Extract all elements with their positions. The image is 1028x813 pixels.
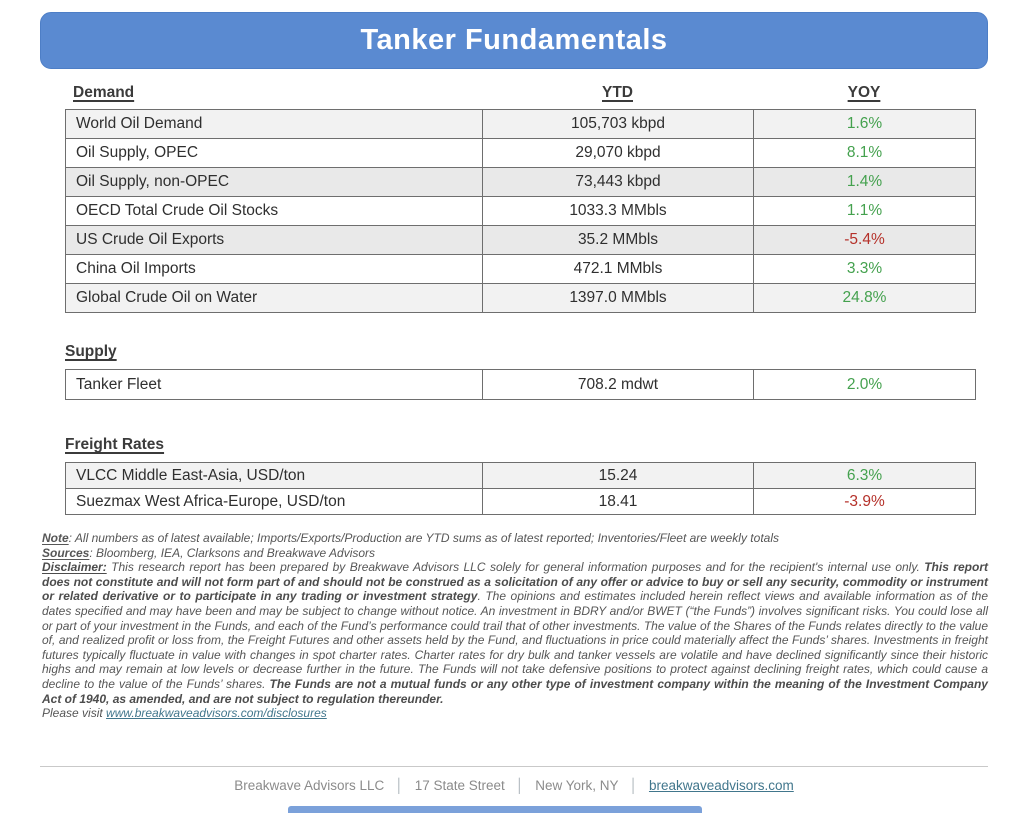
freight-section-label: Freight Rates bbox=[65, 436, 165, 453]
metric-ytd: 1033.3 MMbls bbox=[482, 196, 754, 226]
metric-name: Global Crude Oil on Water bbox=[65, 283, 483, 313]
table-row: OECD Total Crude Oil Stocks 1033.3 MMbls… bbox=[65, 196, 976, 226]
demand-header-row: Demand YTD YOY bbox=[65, 84, 975, 102]
footer: Breakwave Advisors LLC │ 17 State Street │ N… bbox=[0, 778, 1028, 793]
metric-yoy: 1.6% bbox=[753, 109, 976, 139]
note-text: : All numbers as of latest available; Im… bbox=[68, 531, 779, 545]
disclaimer-bold-2: The Funds are not a mutual funds or any … bbox=[42, 676, 988, 706]
footer-divider bbox=[40, 766, 988, 767]
table-row: China Oil Imports 472.1 MMbls 3.3% bbox=[65, 254, 976, 284]
metric-name: China Oil Imports bbox=[65, 254, 483, 284]
metric-ytd: 29,070 kbpd bbox=[482, 138, 754, 168]
footer-separator: │ bbox=[629, 778, 638, 793]
freight-table: VLCC Middle East-Asia, USD/ton 15.24 6.3… bbox=[65, 462, 976, 515]
metric-yoy: -5.4% bbox=[753, 225, 976, 255]
footer-separator: │ bbox=[395, 778, 404, 793]
metric-name: Suezmax West Africa-Europe, USD/ton bbox=[65, 488, 483, 515]
disclaimer-text-2: . The opinions and estimates included he… bbox=[42, 589, 988, 691]
metric-ytd: 35.2 MMbls bbox=[482, 225, 754, 255]
table-row: VLCC Middle East-Asia, USD/ton 15.24 6.3… bbox=[65, 462, 976, 489]
sources-line: Sources: Bloomberg, IEA, Clarksons and B… bbox=[42, 546, 988, 561]
table-row: World Oil Demand 105,703 kbpd 1.6% bbox=[65, 109, 976, 139]
disclaimer-paragraph: Disclaimer: This research report has bee… bbox=[42, 560, 988, 706]
note-line: Note: All numbers as of latest available… bbox=[42, 531, 988, 546]
table-row: Oil Supply, non-OPEC 73,443 kbpd 1.4% bbox=[65, 167, 976, 197]
disclaimer-text-1: This research report has been prepared b… bbox=[106, 560, 925, 575]
table-row: Oil Supply, OPEC 29,070 kbpd 8.1% bbox=[65, 138, 976, 168]
table-row: Global Crude Oil on Water 1397.0 MMbls 2… bbox=[65, 283, 976, 313]
table-row: US Crude Oil Exports 35.2 MMbls -5.4% bbox=[65, 225, 976, 255]
metric-ytd: 472.1 MMbls bbox=[482, 254, 754, 284]
notes-block: Note: All numbers as of latest available… bbox=[42, 531, 988, 721]
metric-name: OECD Total Crude Oil Stocks bbox=[65, 196, 483, 226]
report-body: Demand YTD YOY World Oil Demand 105,703 … bbox=[65, 84, 976, 515]
table-row: Suezmax West Africa-Europe, USD/ton 18.4… bbox=[65, 488, 976, 515]
metric-yoy: 6.3% bbox=[753, 462, 976, 489]
disclosures-prefix: Please visit bbox=[42, 706, 107, 721]
metric-yoy: 24.8% bbox=[753, 283, 976, 313]
metric-name: World Oil Demand bbox=[65, 109, 483, 139]
footer-separator: │ bbox=[515, 778, 525, 793]
metric-yoy: 8.1% bbox=[753, 138, 976, 168]
page-title: Tanker Fundamentals bbox=[360, 24, 668, 56]
disclosures-link[interactable]: www.breakwaveadvisors.com/disclosures bbox=[106, 706, 327, 721]
ytd-column-header: YTD bbox=[602, 84, 633, 101]
cutoff-blue-bar bbox=[288, 806, 702, 813]
metric-yoy: 2.0% bbox=[753, 369, 976, 400]
metric-ytd: 15.24 bbox=[482, 462, 754, 489]
metric-ytd: 18.41 bbox=[482, 488, 754, 515]
metric-yoy: -3.9% bbox=[753, 488, 976, 515]
metric-ytd: 105,703 kbpd bbox=[482, 109, 754, 139]
title-banner: Tanker Fundamentals bbox=[40, 12, 988, 69]
disclaimer-bold-1: This report does not constitute and will… bbox=[42, 560, 988, 604]
metric-name: VLCC Middle East-Asia, USD/ton bbox=[65, 462, 483, 489]
note-label: Note bbox=[42, 531, 69, 545]
disclaimer-label: Disclaimer: bbox=[42, 560, 107, 575]
metric-ytd: 708.2 mdwt bbox=[482, 369, 754, 400]
supply-section-label: Supply bbox=[65, 343, 117, 360]
demand-section-label: Demand bbox=[73, 84, 135, 101]
metric-ytd: 73,443 kbpd bbox=[482, 167, 754, 197]
metric-yoy: 1.1% bbox=[753, 196, 976, 226]
footer-city: New York, NY bbox=[535, 778, 619, 793]
metric-yoy: 3.3% bbox=[753, 254, 976, 284]
metric-name: US Crude Oil Exports bbox=[65, 225, 483, 255]
footer-company: Breakwave Advisors LLC bbox=[234, 778, 385, 793]
demand-table: World Oil Demand 105,703 kbpd 1.6% Oil S… bbox=[65, 109, 976, 313]
metric-ytd: 1397.0 MMbls bbox=[482, 283, 754, 313]
metric-name: Oil Supply, non-OPEC bbox=[65, 167, 483, 197]
metric-yoy: 1.4% bbox=[753, 167, 976, 197]
sources-label: Sources bbox=[42, 545, 90, 560]
sources-text: : Bloomberg, IEA, Clarksons and Breakwav… bbox=[89, 545, 376, 560]
yoy-column-header: YOY bbox=[847, 84, 881, 101]
footer-street: 17 State Street bbox=[414, 778, 505, 793]
metric-name: Oil Supply, OPEC bbox=[65, 138, 483, 168]
footer-website-link[interactable]: breakwaveadvisors.com bbox=[648, 778, 794, 793]
disclosures-line: Please visit www.breakwaveadvisors.com/d… bbox=[42, 706, 988, 721]
supply-table: Tanker Fleet 708.2 mdwt 2.0% bbox=[65, 369, 976, 400]
table-row: Tanker Fleet 708.2 mdwt 2.0% bbox=[65, 369, 976, 400]
metric-name: Tanker Fleet bbox=[65, 369, 483, 400]
